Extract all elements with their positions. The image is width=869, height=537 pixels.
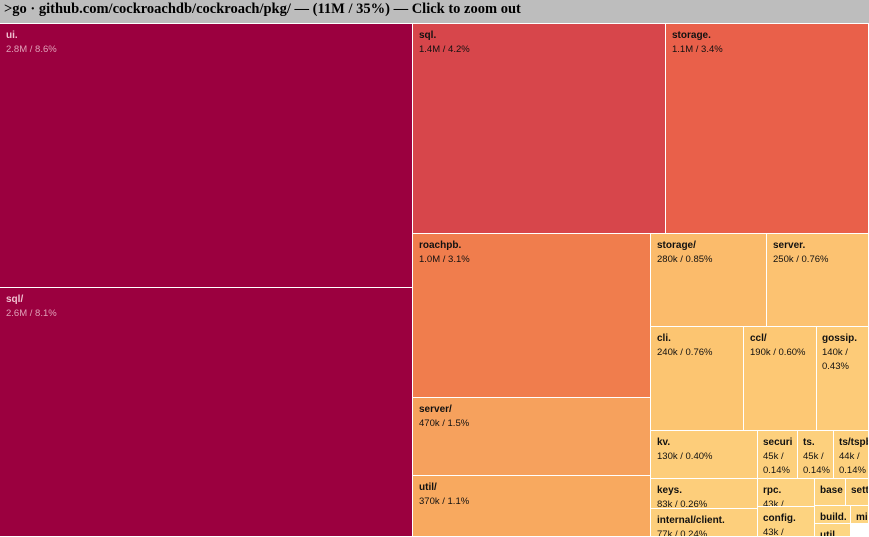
treemap-cell[interactable]: ts/tspb 44k / 0.14% (834, 431, 869, 479)
cell-size: 2.6M / 8.1% (6, 308, 57, 319)
treemap-cell[interactable]: ccl/190k / 0.60% (744, 327, 817, 431)
treemap-cell[interactable]: mig (851, 506, 869, 524)
cell-label: cli. (657, 333, 671, 344)
cell-label: build. (820, 512, 847, 523)
treemap-cell[interactable]: ui. 2.8M / 8.6% (0, 24, 413, 288)
cell-label: server. (773, 240, 806, 251)
cell-label: rpc. (763, 485, 782, 496)
cell-size: 45k / 0.14% (763, 451, 790, 476)
cell-label: sql/ (6, 294, 24, 305)
cell-label: roachpb. (419, 240, 462, 251)
cell-size: 45k / 0.14% (803, 451, 830, 476)
cell-size: 44k / 0.14% (839, 451, 866, 476)
treemap-cell[interactable]: build. (815, 506, 851, 524)
cell-label: ccl/ (750, 333, 767, 344)
cell-size: 1.1M / 3.4% (672, 44, 723, 55)
cell-size: 250k / 0.76% (773, 254, 829, 265)
cell-label: storage. (672, 30, 711, 41)
treemap-cell[interactable]: server/470k / 1.5% (413, 398, 651, 476)
cell-size: 470k / 1.5% (419, 418, 470, 429)
treemap-cell[interactable]: securi 45k / 0.14% (758, 431, 798, 479)
zoom-out-header[interactable]: >go · github.com/cockroachdb/cockroach/p… (0, 0, 869, 23)
cell-label: ts/tspb (839, 437, 869, 448)
cell-size: 83k / 0.26% (657, 499, 708, 509)
cell-label: keys. (657, 485, 683, 496)
cell-label: config. (763, 513, 796, 524)
cell-label: gossip. (822, 333, 858, 344)
cell-label: storage/ (657, 240, 696, 251)
treemap-cell[interactable]: util. (815, 524, 851, 537)
treemap-cell[interactable]: ts. 45k / 0.14% (798, 431, 834, 479)
treemap-cell[interactable]: rpc. 43k / (758, 479, 815, 507)
treemap-cell[interactable]: util/370k / 1.1% (413, 476, 651, 537)
cell-label: kv. (657, 437, 671, 448)
cell-label: server/ (419, 404, 452, 415)
treemap-cell[interactable]: server. 250k / 0.76% (767, 234, 869, 327)
treemap-cell[interactable]: storage. 1.1M / 3.4% (666, 24, 869, 234)
cell-size: 370k / 1.1% (419, 496, 470, 507)
treemap-cell[interactable]: cli. 240k / 0.76% (651, 327, 744, 431)
cell-size: 43k / (763, 527, 784, 537)
cell-label: securi (763, 437, 793, 448)
treemap-cell[interactable]: roachpb. 1.0M / 3.1% (413, 234, 651, 398)
cell-label: base (820, 485, 843, 496)
cell-size: 2.8M / 8.6% (6, 44, 57, 55)
cell-label: ui. (6, 30, 18, 41)
treemap-cell[interactable]: keys. 83k / 0.26% (651, 479, 758, 509)
treemap-cell[interactable]: sett (846, 479, 869, 506)
cell-size: 77k / 0.24% (657, 529, 708, 537)
treemap-cell[interactable]: config. 43k / (758, 507, 815, 537)
treemap-cell[interactable]: storage/280k / 0.85% (651, 234, 767, 327)
cell-label: sett (851, 485, 869, 496)
treemap-cell[interactable]: kv. 130k / 0.40% (651, 431, 758, 479)
treemap-cell[interactable]: gossip. 140k / 0.43% (817, 327, 869, 431)
cell-size: 240k / 0.76% (657, 347, 713, 358)
treemap-cell[interactable]: internal/client. 77k / 0.24% (651, 509, 758, 537)
treemap-cell[interactable]: sql/2.6M / 8.1% (0, 288, 413, 537)
cell-label: util. (820, 530, 838, 537)
cell-label: ts. (803, 437, 815, 448)
treemap-cell[interactable]: base (815, 479, 846, 506)
cell-label: mig (856, 512, 868, 523)
cell-size: 140k / 0.43% (822, 347, 849, 372)
cell-size: 1.4M / 4.2% (419, 44, 470, 55)
cell-label: util/ (419, 482, 437, 493)
treemap-cell[interactable]: sql. 1.4M / 4.2% (413, 24, 666, 234)
cell-size: 130k / 0.40% (657, 451, 713, 462)
cell-size: 43k / (763, 499, 784, 507)
cell-size: 190k / 0.60% (750, 347, 806, 358)
cell-label: internal/client. (657, 515, 725, 526)
cell-label: sql. (419, 30, 437, 41)
cell-size: 1.0M / 3.1% (419, 254, 470, 265)
cell-size: 280k / 0.85% (657, 254, 713, 265)
